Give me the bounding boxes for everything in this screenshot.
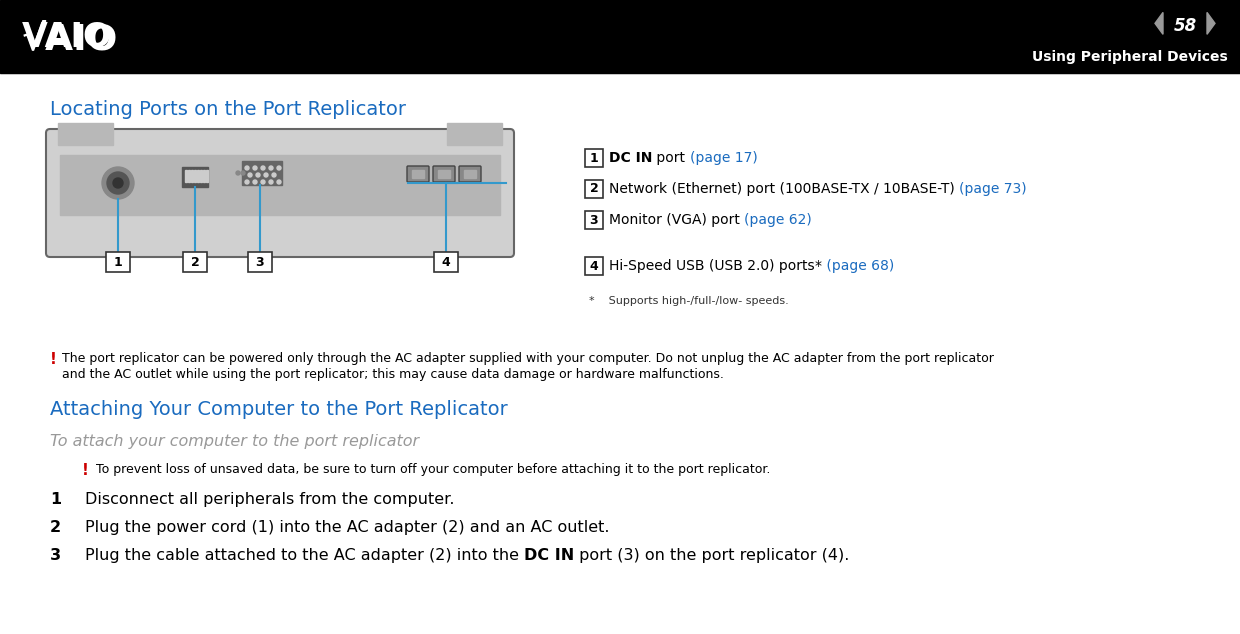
Text: Plug the power cord (1) into the AC adapter (2) and an AC outlet.: Plug the power cord (1) into the AC adap… — [86, 520, 610, 535]
Text: (page 73): (page 73) — [959, 182, 1027, 196]
Text: 1: 1 — [590, 152, 599, 164]
Text: To prevent loss of unsaved data, be sure to turn off your computer before attach: To prevent loss of unsaved data, be sure… — [95, 463, 770, 476]
Bar — [585, 149, 603, 167]
Bar — [191, 170, 193, 182]
Bar — [585, 257, 603, 275]
Text: port: port — [652, 151, 689, 165]
Circle shape — [269, 180, 273, 184]
Circle shape — [260, 180, 265, 184]
Circle shape — [102, 167, 134, 199]
Bar — [0, 0, 1240, 73]
Polygon shape — [1154, 13, 1163, 34]
Bar — [412, 170, 424, 178]
Text: !: ! — [50, 352, 57, 367]
Bar — [242, 161, 281, 185]
Circle shape — [264, 173, 268, 177]
Circle shape — [246, 166, 249, 170]
Bar — [446, 123, 502, 145]
Text: (page 62): (page 62) — [744, 213, 812, 227]
Bar — [188, 170, 190, 182]
Text: !: ! — [82, 463, 89, 478]
Bar — [200, 170, 202, 182]
Circle shape — [277, 180, 281, 184]
FancyBboxPatch shape — [433, 166, 455, 182]
Circle shape — [269, 166, 273, 170]
Text: Plug the cable attached to the AC adapter (2) into the: Plug the cable attached to the AC adapte… — [86, 548, 525, 563]
Text: To attach your computer to the port replicator: To attach your computer to the port repl… — [50, 434, 419, 449]
Text: and the AC outlet while using the port replicator; this may cause data damage or: and the AC outlet while using the port r… — [62, 368, 724, 381]
Polygon shape — [1207, 13, 1215, 34]
Circle shape — [253, 180, 257, 184]
Text: The port replicator can be powered only through the AC adapter supplied with you: The port replicator can be powered only … — [62, 352, 994, 365]
Circle shape — [107, 172, 129, 194]
Text: √AIO: √AIO — [22, 22, 118, 56]
Circle shape — [246, 180, 249, 184]
Bar — [193, 170, 196, 182]
Bar — [248, 252, 272, 272]
Text: (page 17): (page 17) — [689, 151, 758, 165]
Bar — [60, 155, 500, 215]
Text: Monitor (VGA) port: Monitor (VGA) port — [609, 213, 744, 227]
Circle shape — [236, 171, 241, 175]
Circle shape — [253, 166, 257, 170]
Text: DC IN: DC IN — [609, 151, 652, 165]
Text: Disconnect all peripherals from the computer.: Disconnect all peripherals from the comp… — [86, 492, 455, 507]
Text: Network (Ethernet) port (100BASE-TX / 10BASE-T): Network (Ethernet) port (100BASE-TX / 10… — [609, 182, 959, 196]
Bar — [438, 170, 450, 178]
Text: (page 68): (page 68) — [822, 259, 894, 273]
Text: 1: 1 — [50, 492, 61, 507]
Text: *    Supports high-/full-/low- speeds.: * Supports high-/full-/low- speeds. — [589, 296, 789, 306]
Bar — [203, 170, 205, 182]
Text: 3: 3 — [590, 214, 599, 226]
Bar — [206, 170, 208, 182]
Bar — [585, 211, 603, 229]
Text: 3: 3 — [255, 256, 264, 269]
FancyBboxPatch shape — [46, 129, 515, 257]
Bar — [182, 167, 208, 187]
Bar — [464, 170, 476, 178]
Text: 4: 4 — [441, 256, 450, 269]
Text: Using Peripheral Devices: Using Peripheral Devices — [1032, 50, 1228, 64]
Text: 2: 2 — [191, 256, 200, 269]
Circle shape — [255, 173, 260, 177]
Text: 58: 58 — [1173, 16, 1197, 34]
Bar — [58, 123, 113, 145]
Text: 3: 3 — [50, 548, 61, 563]
FancyBboxPatch shape — [407, 166, 429, 182]
Text: 1: 1 — [114, 256, 123, 269]
Bar — [184, 252, 207, 272]
Text: Attaching Your Computer to the Port Replicator: Attaching Your Computer to the Port Repl… — [50, 400, 507, 419]
Circle shape — [272, 173, 277, 177]
Text: 4: 4 — [590, 259, 599, 273]
Circle shape — [277, 166, 281, 170]
Text: VAIO: VAIO — [22, 22, 113, 55]
Bar — [185, 170, 187, 182]
Circle shape — [113, 178, 123, 188]
Bar — [105, 252, 130, 272]
Text: 2: 2 — [50, 520, 61, 535]
Circle shape — [248, 173, 252, 177]
Bar — [434, 252, 458, 272]
Circle shape — [241, 171, 246, 175]
Text: DC IN: DC IN — [525, 548, 574, 563]
Text: Hi-Speed USB (USB 2.0) ports: Hi-Speed USB (USB 2.0) ports — [609, 259, 815, 273]
Text: Locating Ports on the Port Replicator: Locating Ports on the Port Replicator — [50, 100, 405, 119]
FancyBboxPatch shape — [459, 166, 481, 182]
Bar — [197, 170, 198, 182]
Bar — [585, 180, 603, 198]
Text: *: * — [815, 259, 822, 273]
Circle shape — [260, 166, 265, 170]
Text: 2: 2 — [590, 183, 599, 195]
Text: port (3) on the port replicator (4).: port (3) on the port replicator (4). — [574, 548, 849, 563]
